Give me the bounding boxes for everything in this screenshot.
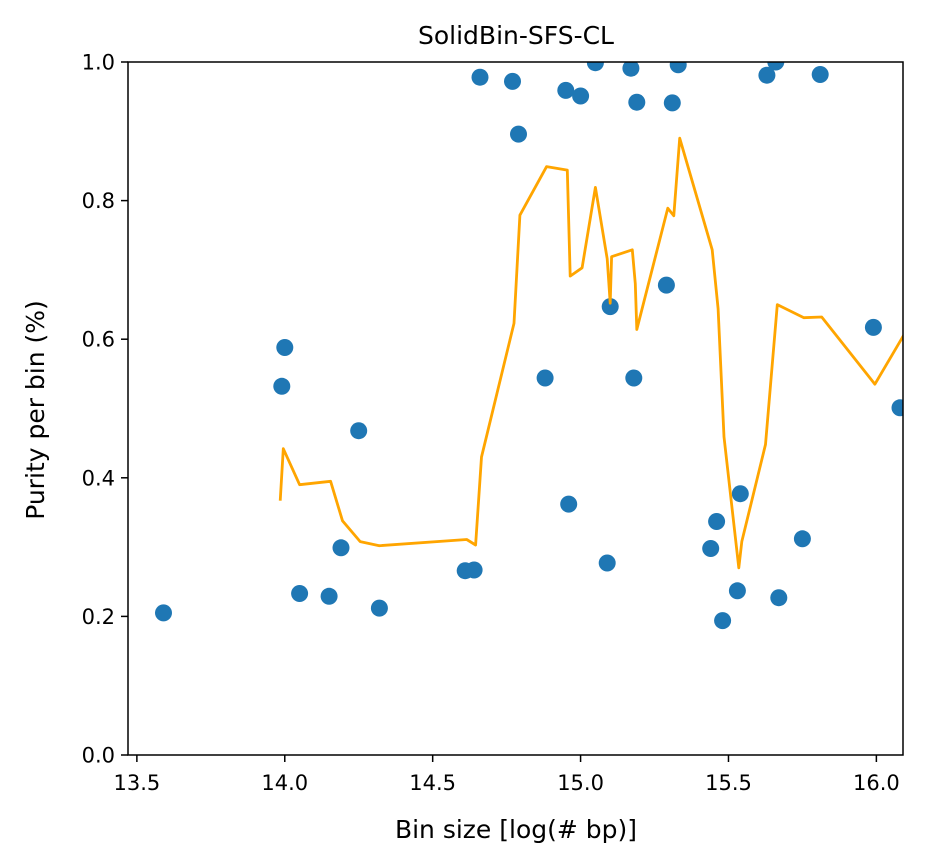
scatter-point-29 <box>728 582 746 600</box>
plot-frame <box>127 61 904 756</box>
scatter-point-14 <box>557 81 575 99</box>
x-tick-label-3: 15.0 <box>557 771 604 795</box>
scatter-point-33 <box>770 589 788 607</box>
plot-area <box>155 62 903 630</box>
scatter-point-7 <box>370 599 388 617</box>
scatter-point-13 <box>536 369 554 387</box>
y-tick-label-3: 0.6 <box>82 328 115 352</box>
scatter-point-30 <box>731 485 749 503</box>
scatter-point-10 <box>471 68 489 86</box>
y-tick-label-2: 0.4 <box>82 466 115 490</box>
y-axis-title: Purity per bin (%) <box>21 300 50 520</box>
scatter-point-23 <box>657 276 675 294</box>
scatter-point-15 <box>560 495 578 513</box>
y-axis: 0.0 0.2 0.4 0.6 0.8 1.0 <box>82 51 128 768</box>
scatter-point-26 <box>702 540 720 557</box>
scatter-point-1 <box>273 377 291 395</box>
scatter-point-18 <box>598 554 616 572</box>
x-tick-label-5: 16.0 <box>853 771 900 795</box>
scatter-point-4 <box>320 587 338 605</box>
scatter-point-16 <box>572 87 590 105</box>
y-tick-label-5: 1.0 <box>82 51 115 75</box>
scatter-point-0 <box>155 604 172 622</box>
scatter-point-37 <box>891 399 903 417</box>
scatter-point-22 <box>628 93 646 111</box>
scatter-point-24 <box>663 94 681 112</box>
y-tick-label-0: 0.0 <box>82 744 115 768</box>
x-tick-label-1: 14.0 <box>261 771 308 795</box>
scatter-point-32 <box>767 62 785 71</box>
scatter-point-2 <box>276 339 294 356</box>
y-tick-label-1: 0.2 <box>82 605 115 629</box>
scatter-point-28 <box>714 612 732 630</box>
x-axis-title: Bin size [log(# bp)] <box>395 815 637 844</box>
scatter-point-5 <box>332 539 350 557</box>
y-tick-label-4: 0.8 <box>82 189 115 213</box>
scatter-point-35 <box>811 66 829 83</box>
scatter-point-17 <box>586 62 604 72</box>
scatter-point-21 <box>625 369 643 387</box>
chart-title: SolidBin-SFS-CL <box>418 21 614 50</box>
x-tick-label-4: 15.5 <box>705 771 752 795</box>
x-axis: 13.5 14.0 14.5 15.0 15.5 16.0 <box>113 755 900 795</box>
scatter-point-27 <box>708 513 726 530</box>
scatter-point-12 <box>510 125 527 143</box>
scatter-point-36 <box>864 318 882 336</box>
scatter-point-3 <box>291 585 309 602</box>
scatter-point-31 <box>758 66 776 84</box>
scatter-point-6 <box>350 422 368 440</box>
scatter-point-11 <box>504 72 521 90</box>
x-tick-label-2: 14.5 <box>409 771 456 795</box>
scatter-point-19 <box>601 298 619 316</box>
scatter-point-34 <box>793 530 811 548</box>
scatter-point-20 <box>622 62 640 77</box>
scatter-point-9 <box>465 561 483 579</box>
trend-line <box>278 136 903 570</box>
scatter-point-25 <box>669 62 687 74</box>
x-tick-label-0: 13.5 <box>113 771 160 795</box>
